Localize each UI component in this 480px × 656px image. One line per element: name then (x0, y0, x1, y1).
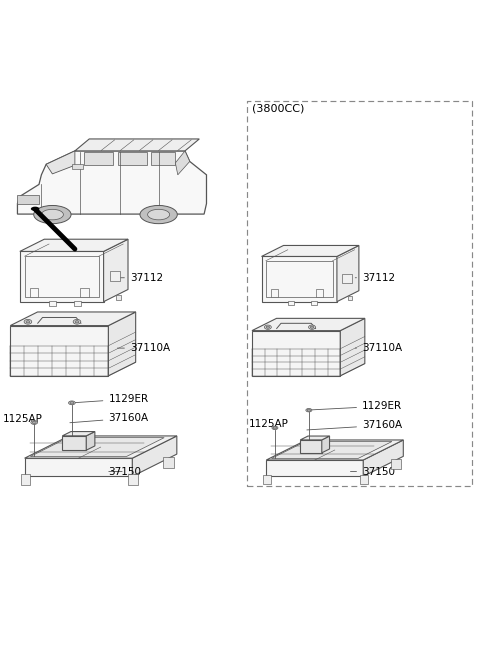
Text: 1125AP: 1125AP (249, 419, 288, 429)
Ellipse shape (310, 326, 314, 328)
Polygon shape (252, 331, 340, 376)
Text: (3800CC): (3800CC) (252, 103, 304, 113)
Polygon shape (337, 245, 359, 302)
Ellipse shape (307, 409, 311, 411)
Polygon shape (20, 239, 128, 251)
Polygon shape (75, 139, 199, 151)
Bar (271, 289, 278, 297)
Text: 37110A: 37110A (355, 343, 402, 353)
Bar (30, 287, 38, 297)
Ellipse shape (32, 421, 36, 424)
Bar (110, 270, 120, 281)
Text: 1129ER: 1129ER (312, 401, 402, 411)
Polygon shape (108, 312, 136, 376)
Text: 37112: 37112 (355, 273, 395, 283)
Polygon shape (30, 438, 164, 457)
Polygon shape (86, 432, 95, 450)
Polygon shape (272, 441, 392, 459)
Polygon shape (300, 436, 330, 440)
Ellipse shape (273, 427, 276, 429)
Bar (49, 301, 56, 306)
Text: 37150: 37150 (108, 466, 142, 476)
Text: 37110A: 37110A (118, 343, 170, 353)
Polygon shape (62, 436, 86, 450)
Text: 37150: 37150 (350, 466, 395, 476)
Ellipse shape (34, 205, 71, 224)
Ellipse shape (31, 207, 39, 211)
Bar (72, 164, 83, 169)
Polygon shape (20, 251, 104, 302)
Polygon shape (17, 151, 206, 214)
Text: 1125AP: 1125AP (3, 414, 43, 424)
Polygon shape (10, 325, 108, 376)
Ellipse shape (70, 401, 74, 404)
Bar (348, 296, 352, 300)
Ellipse shape (69, 401, 75, 405)
Ellipse shape (148, 209, 169, 220)
Ellipse shape (264, 325, 271, 329)
Polygon shape (262, 256, 337, 302)
Ellipse shape (24, 319, 32, 324)
Polygon shape (84, 152, 113, 165)
Bar (391, 459, 401, 469)
Polygon shape (152, 152, 175, 165)
Polygon shape (175, 151, 190, 175)
Polygon shape (118, 152, 147, 165)
Ellipse shape (266, 326, 270, 328)
Polygon shape (46, 151, 75, 174)
Bar (288, 301, 294, 305)
Bar (116, 295, 121, 300)
Bar (74, 301, 81, 306)
Text: 1129ER: 1129ER (75, 394, 148, 404)
Text: 37160A: 37160A (70, 413, 148, 423)
Polygon shape (62, 432, 95, 436)
Polygon shape (262, 245, 359, 256)
Ellipse shape (75, 321, 79, 323)
Ellipse shape (26, 321, 30, 323)
Polygon shape (17, 195, 39, 203)
Text: 37112: 37112 (114, 273, 163, 283)
Polygon shape (132, 436, 177, 476)
Bar (342, 274, 352, 283)
Polygon shape (10, 312, 136, 325)
Bar (360, 475, 369, 484)
Polygon shape (363, 440, 403, 476)
Ellipse shape (272, 426, 278, 430)
Polygon shape (266, 460, 363, 476)
Polygon shape (24, 436, 177, 458)
Ellipse shape (140, 205, 177, 224)
Bar (263, 475, 272, 484)
Ellipse shape (41, 209, 63, 220)
Ellipse shape (309, 325, 315, 329)
Text: 37160A: 37160A (307, 420, 402, 430)
Polygon shape (266, 440, 403, 460)
Ellipse shape (306, 409, 312, 412)
Ellipse shape (31, 420, 37, 424)
Polygon shape (252, 318, 365, 331)
Polygon shape (340, 318, 365, 376)
Bar (129, 474, 138, 485)
Ellipse shape (73, 319, 81, 324)
Polygon shape (300, 440, 322, 453)
Polygon shape (24, 458, 132, 476)
Bar (80, 287, 88, 297)
Bar (316, 289, 324, 297)
Bar (21, 474, 30, 485)
Bar (164, 457, 174, 468)
Polygon shape (322, 436, 330, 453)
Bar (311, 301, 317, 305)
Polygon shape (104, 239, 128, 302)
